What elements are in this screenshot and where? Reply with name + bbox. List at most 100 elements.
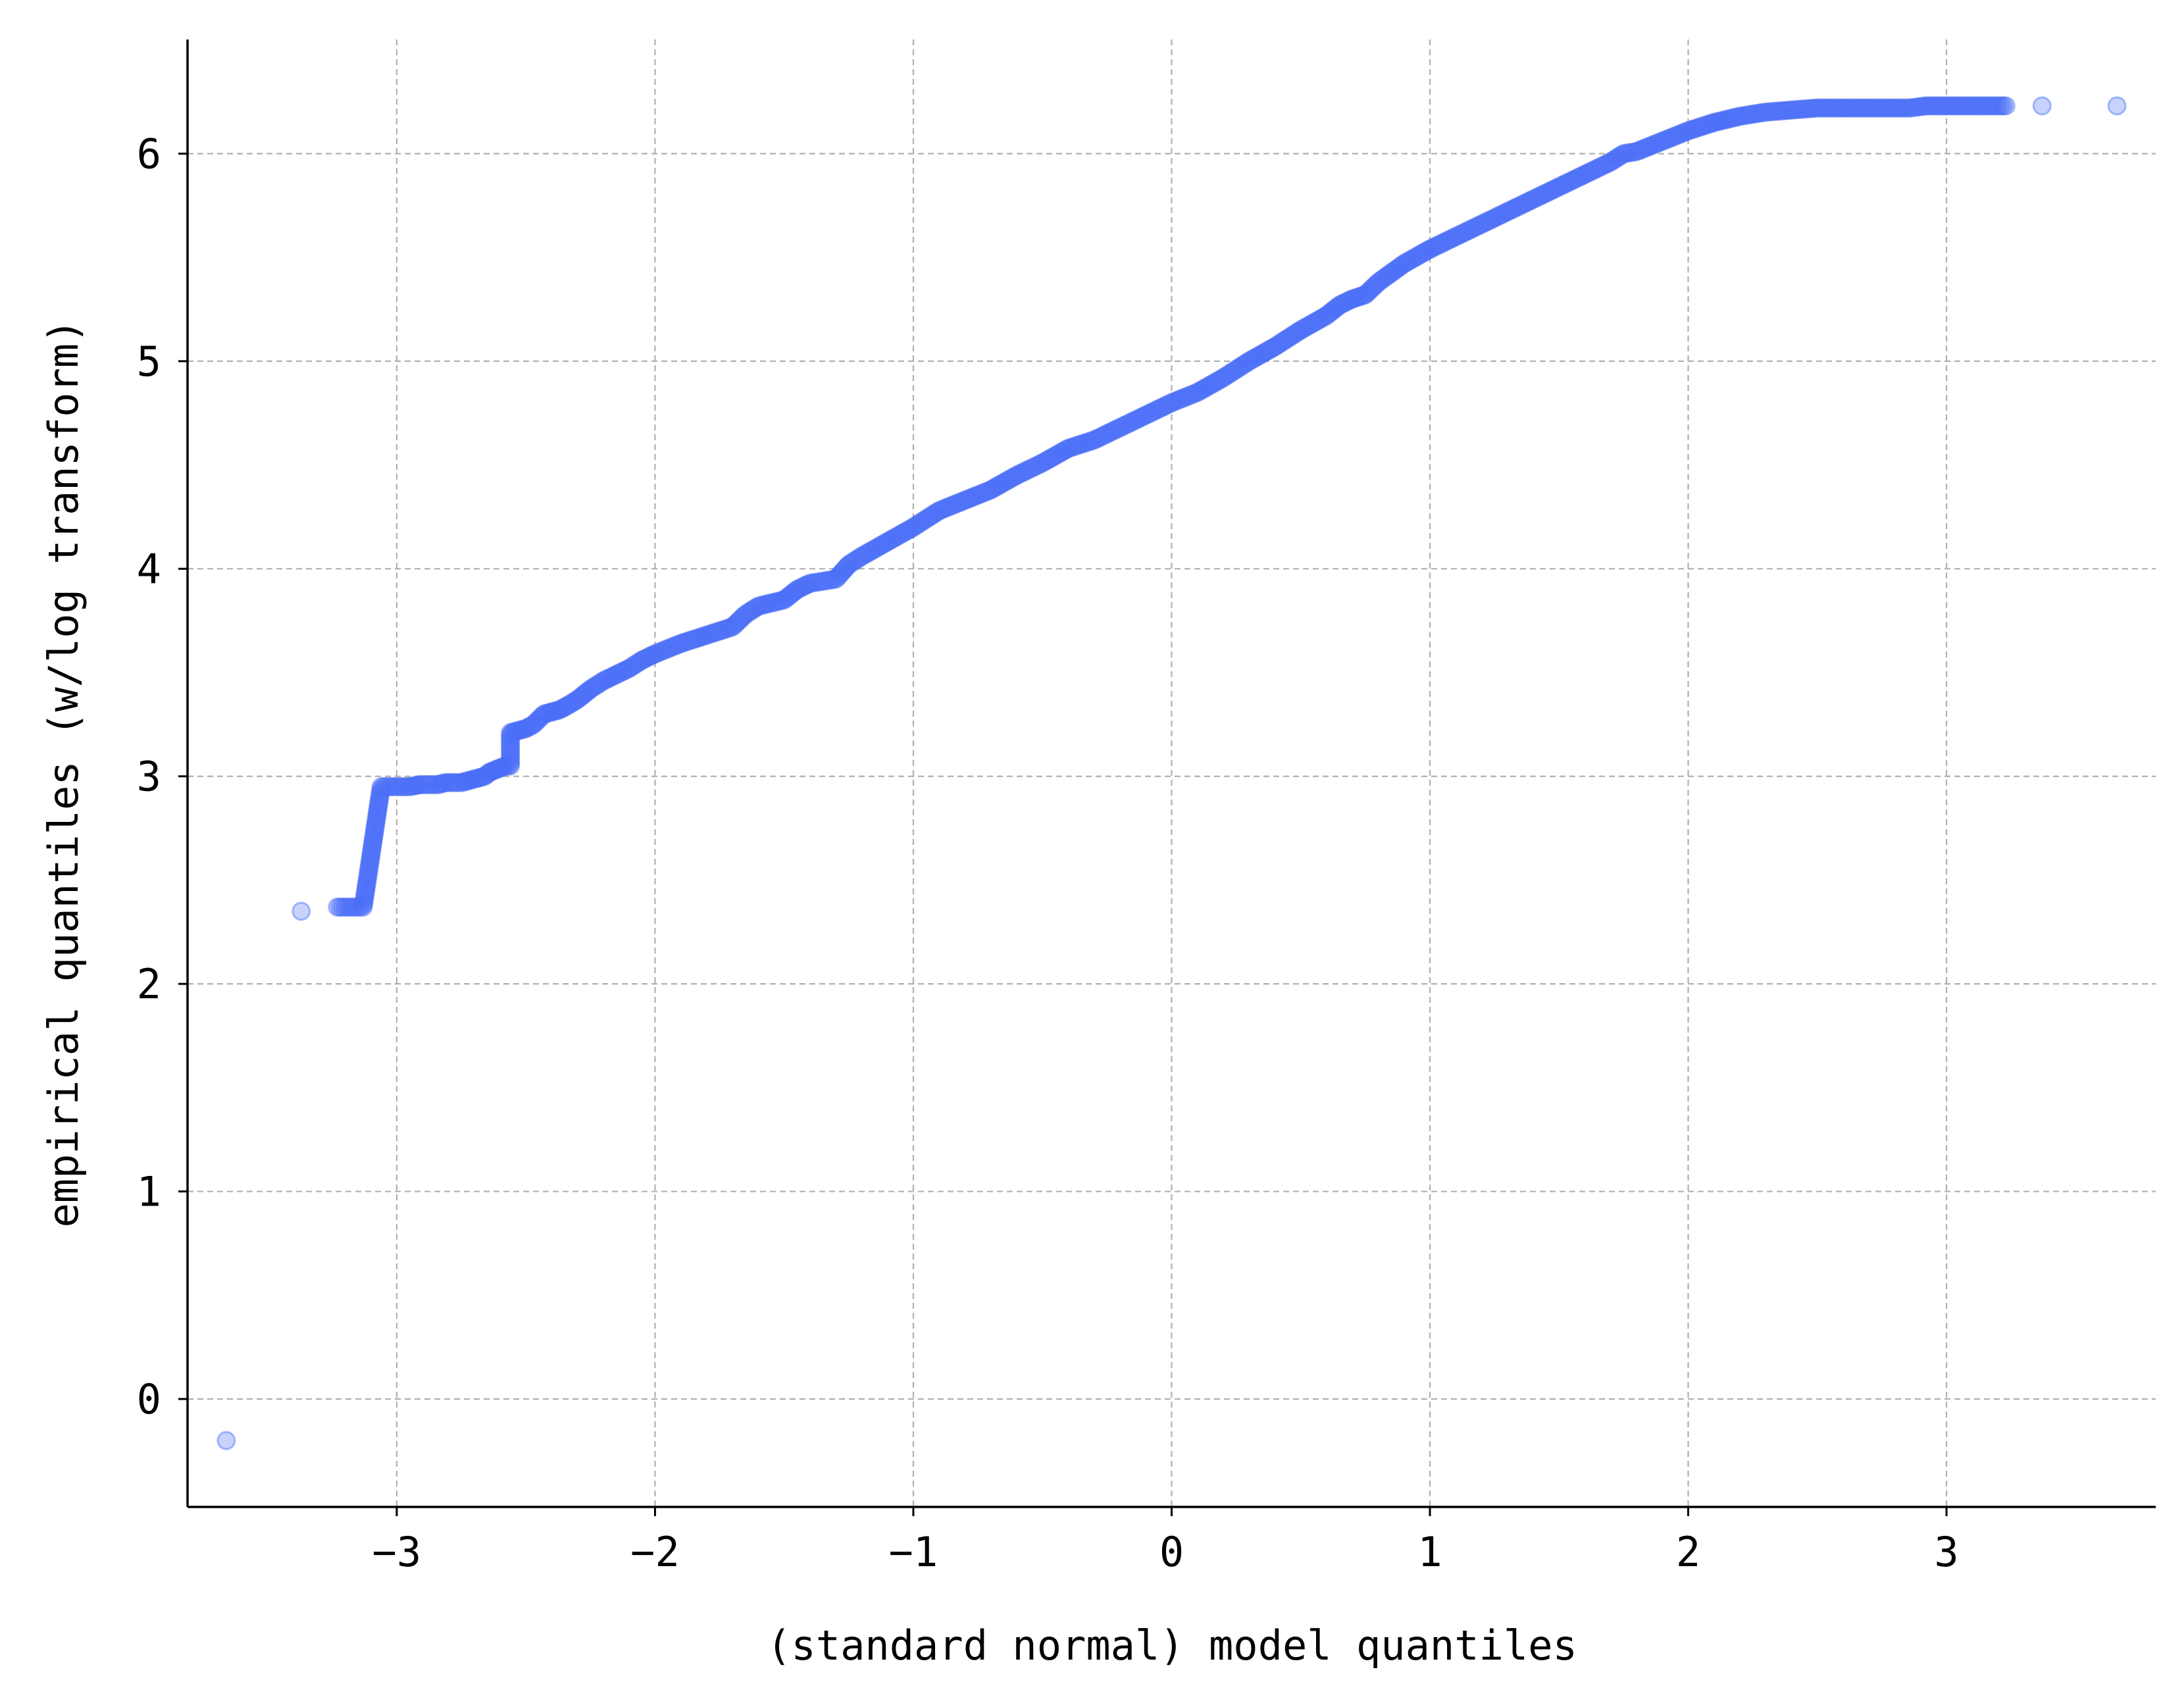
data-point [1514, 194, 1534, 214]
data-point [782, 584, 801, 604]
x-axis-label: (standard normal) model quantiles [767, 1621, 1577, 1669]
data-point [978, 481, 998, 501]
data-point [1284, 324, 1304, 344]
data-point [471, 767, 491, 787]
data-point [648, 643, 667, 663]
data-point [1035, 452, 1055, 472]
data-point [611, 663, 630, 682]
data-point [1398, 251, 1418, 271]
data-point [683, 630, 703, 649]
data-point [492, 757, 512, 777]
data-point [1810, 98, 1830, 118]
data-point [1181, 386, 1200, 405]
data-point [441, 773, 461, 792]
data-point [570, 688, 590, 708]
data-point [359, 864, 378, 884]
data-point [501, 751, 521, 771]
data-point [1531, 186, 1550, 206]
data-point [363, 836, 382, 855]
data-point [1490, 205, 1510, 225]
data-point [402, 776, 422, 796]
data-point [360, 851, 380, 871]
data-point [1016, 461, 1036, 480]
data-point [1198, 376, 1218, 396]
data-point [971, 484, 991, 503]
data-point [923, 505, 942, 524]
data-point [1227, 360, 1246, 380]
data-point [875, 533, 895, 553]
data-point [1683, 119, 1703, 139]
data-point [1434, 232, 1454, 252]
data-point [510, 721, 530, 740]
data-point [619, 659, 639, 678]
data-point [366, 815, 386, 835]
data-point [1730, 107, 1750, 126]
data-point [1063, 437, 1083, 457]
data-point [948, 494, 968, 513]
data-point [1629, 141, 1649, 161]
data-point [438, 773, 458, 792]
data-point [415, 775, 435, 794]
data-point [518, 718, 538, 738]
data-point [917, 509, 936, 529]
data-point [1836, 98, 1856, 118]
data-point [359, 861, 378, 881]
data-point [1460, 220, 1480, 240]
data-point [1235, 354, 1255, 374]
data-point [1082, 431, 1102, 451]
data-point [1669, 125, 1689, 145]
data-point [776, 588, 796, 608]
data-point [395, 777, 415, 797]
data-point [671, 634, 691, 653]
data-point [748, 596, 768, 616]
data-point [1000, 469, 1020, 489]
data-point [1115, 415, 1134, 435]
data-point [1794, 99, 1814, 119]
data-point [1787, 100, 1806, 120]
data-point [1317, 306, 1336, 326]
data-point [1733, 106, 1752, 126]
data-point [1046, 445, 1065, 465]
data-point [1993, 96, 2013, 116]
data-point [1652, 132, 1672, 151]
data-point [371, 779, 391, 799]
data-point [400, 777, 420, 797]
data-point [1507, 197, 1527, 217]
data-point [869, 537, 889, 557]
data-point [734, 606, 753, 626]
data-point [1050, 444, 1069, 463]
data-point [505, 722, 524, 742]
data-point [908, 515, 928, 534]
data-point [770, 591, 790, 611]
data-point [529, 709, 549, 729]
data-point [861, 542, 880, 561]
data-point [1188, 382, 1207, 402]
data-point [1769, 101, 1789, 121]
data-point [408, 775, 428, 795]
data-point [503, 723, 522, 742]
data-point [1037, 451, 1057, 471]
data-point [609, 664, 628, 684]
data-point [914, 511, 934, 530]
data-point [1169, 390, 1188, 410]
data-point [561, 694, 581, 713]
data-point [361, 846, 381, 866]
data-point [1575, 165, 1595, 184]
data-point [546, 701, 565, 721]
data-point [516, 719, 536, 738]
data-point [1375, 268, 1394, 288]
data-point [685, 629, 705, 649]
data-point [1711, 111, 1731, 131]
data-point [786, 581, 805, 601]
data-point [1244, 349, 1263, 369]
data-point [465, 769, 485, 789]
data-point [501, 723, 521, 742]
data-point [1432, 234, 1452, 253]
data-point [530, 707, 550, 727]
data-point [1194, 379, 1214, 399]
data-point [1474, 213, 1494, 233]
data-point [910, 513, 930, 533]
data-point [1411, 244, 1431, 264]
data-point [370, 787, 390, 807]
data-point [508, 721, 528, 740]
